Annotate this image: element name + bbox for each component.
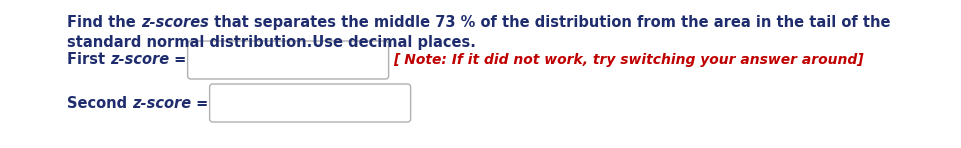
- Text: z-scores: z-scores: [140, 15, 209, 30]
- Text: standard normal distribution.Use decimal places.: standard normal distribution.Use decimal…: [67, 35, 476, 50]
- FancyBboxPatch shape: [187, 41, 388, 79]
- Text: =: =: [191, 95, 209, 111]
- FancyBboxPatch shape: [209, 84, 410, 122]
- Text: that separates the middle 73 % of the distribution from the area in the tail of : that separates the middle 73 % of the di…: [209, 15, 889, 30]
- Text: z-score: z-score: [111, 53, 169, 67]
- Text: Second: Second: [67, 95, 132, 111]
- Text: Find the: Find the: [67, 15, 140, 30]
- Text: z-score: z-score: [132, 95, 191, 111]
- Text: =: =: [169, 53, 186, 67]
- Text: [ Note: If it did not work, try switching your answer around]: [ Note: If it did not work, try switchin…: [393, 53, 863, 67]
- Text: First: First: [67, 53, 111, 67]
